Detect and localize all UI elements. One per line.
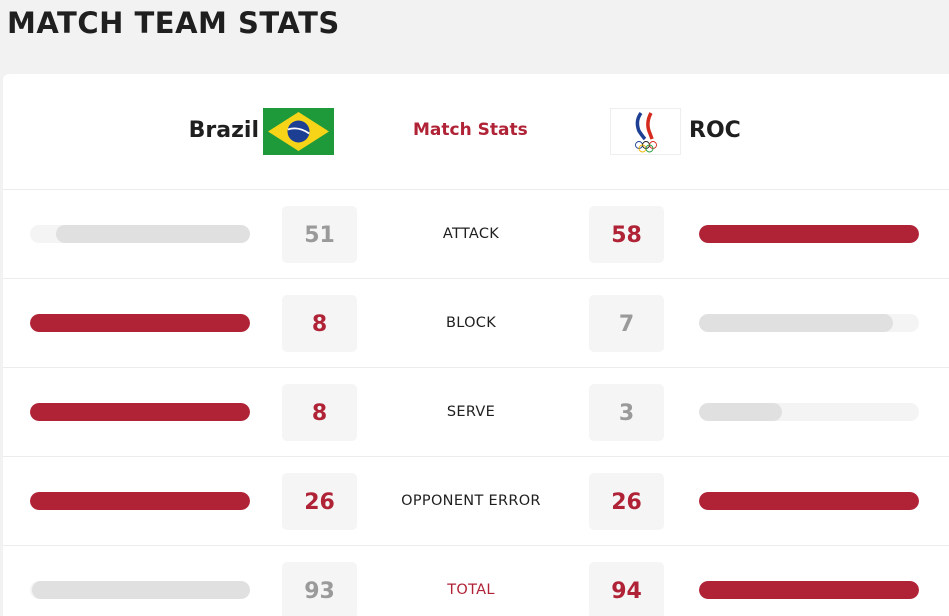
stats-card: Brazil Match Stats ROC [3,74,949,616]
away-bar-fill [699,314,893,332]
home-stat-value: 8 [282,384,357,441]
stat-label: SERVE [446,404,496,420]
home-stat-value: 51 [282,206,357,263]
brazil-flag-icon [263,108,334,155]
home-bar-fill [56,225,250,243]
home-bar-fill [30,314,250,332]
home-bar-fill [30,403,250,421]
home-team-name: Brazil [188,118,259,143]
home-stat-value: 26 [282,473,357,530]
stat-label: ATTACK [442,226,500,242]
stat-row-attack: 51 ATTACK 58 [3,190,949,279]
match-stats-label: Match Stats [413,120,528,140]
stat-row-serve: 8 SERVE 3 [3,368,949,457]
home-stat-value: 8 [282,295,357,352]
page-title: MATCH TEAM STATS [7,6,340,40]
home-bar-track [30,403,250,421]
stat-label: OPPONENT ERROR [401,493,541,509]
away-bar-fill [699,492,919,510]
stat-label: TOTAL [447,582,495,598]
stat-label: BLOCK [445,315,497,331]
away-stat-value: 58 [589,206,664,263]
home-bar-fill [32,581,250,599]
away-stat-value: 7 [589,295,664,352]
away-stat-value: 3 [589,384,664,441]
away-bar-fill [699,581,919,599]
away-bar-track [699,581,919,599]
home-bar-fill [30,492,250,510]
away-bar-track [699,314,919,332]
stat-row-block: 8 BLOCK 7 [3,279,949,368]
away-stat-value: 26 [589,473,664,530]
home-bar-track [30,492,250,510]
home-bar-track [30,225,250,243]
stat-row-total: 93 TOTAL 94 [3,546,949,616]
away-bar-fill [699,403,782,421]
away-bar-fill [699,225,919,243]
home-stat-value: 93 [282,562,357,616]
home-bar-track [30,314,250,332]
stats-header: Brazil Match Stats ROC [3,74,949,190]
home-bar-track [30,581,250,599]
away-bar-track [699,225,919,243]
away-team-name: ROC [689,118,741,143]
away-bar-track [699,403,919,421]
away-stat-value: 94 [589,562,664,616]
stat-row-opponent-error: 26 OPPONENT ERROR 26 [3,457,949,546]
away-bar-track [699,492,919,510]
roc-flag-icon [610,108,681,155]
